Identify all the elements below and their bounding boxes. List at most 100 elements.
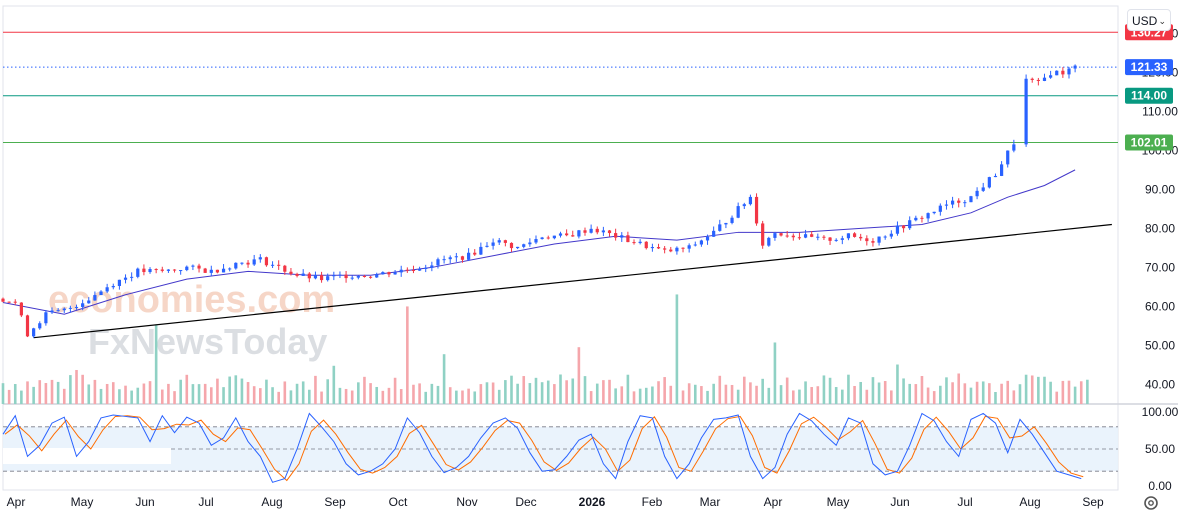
volume-bar xyxy=(693,384,697,404)
volume-bar xyxy=(252,386,256,404)
candle-body xyxy=(1024,78,1028,145)
x-tick-label: Sep xyxy=(324,495,346,509)
candle-body xyxy=(93,295,97,301)
volume-bar xyxy=(896,364,899,404)
volume-bar xyxy=(491,382,495,404)
candle-body xyxy=(319,275,324,281)
volume-bar xyxy=(191,384,195,404)
volume-bar xyxy=(767,387,771,404)
volume-bar xyxy=(988,383,991,404)
volume-bar xyxy=(32,386,35,404)
candle-body xyxy=(356,275,360,278)
y-tick-label: 110.00 xyxy=(1142,104,1178,118)
candle-body xyxy=(681,247,685,249)
candle-body xyxy=(601,230,605,233)
volume-bar xyxy=(1049,381,1052,404)
candle-body xyxy=(479,246,483,255)
volume-bar xyxy=(148,381,152,404)
oscillator-d-line xyxy=(4,415,1084,482)
currency-selector[interactable]: USD ⌄ xyxy=(1127,9,1171,31)
candle-body xyxy=(326,276,330,281)
volume-bar xyxy=(1073,386,1077,404)
volume-bar xyxy=(406,306,409,404)
volume-bar xyxy=(828,377,832,404)
y-tick-label: 70.00 xyxy=(1145,260,1175,274)
x-tick-label: May xyxy=(71,495,94,509)
candle-body xyxy=(467,252,471,260)
candle-body xyxy=(1067,68,1071,75)
volume-bar xyxy=(301,381,305,404)
candle-body xyxy=(963,202,967,204)
candle-body xyxy=(859,236,863,239)
volume-bar xyxy=(344,388,348,404)
candle-body xyxy=(197,265,201,269)
volume-bar xyxy=(209,387,213,404)
candle-body xyxy=(375,274,379,278)
candle-body xyxy=(975,190,979,197)
candle-body xyxy=(215,269,220,273)
volume-bar xyxy=(546,380,550,404)
volume-bar xyxy=(773,342,777,404)
candle-body xyxy=(503,240,507,243)
volume-bar xyxy=(497,389,501,404)
candle-body xyxy=(307,273,311,279)
volume-bar xyxy=(822,375,826,404)
candle-body xyxy=(938,205,942,212)
candle-body xyxy=(736,206,740,218)
volume-bar xyxy=(583,376,587,404)
candle-body xyxy=(779,233,783,236)
candle-body xyxy=(571,235,575,237)
candle-body xyxy=(540,237,544,240)
candle-body xyxy=(803,234,808,238)
candle-body xyxy=(209,269,213,273)
candle-body xyxy=(436,259,440,266)
watermark-economies: economies.com xyxy=(48,279,335,321)
candle-body xyxy=(987,177,991,188)
candle-body xyxy=(699,240,704,245)
candle-body xyxy=(344,274,348,279)
candle-body xyxy=(834,239,838,241)
volume-bar xyxy=(553,384,556,404)
candle-body xyxy=(558,233,563,236)
candle-body xyxy=(411,269,416,271)
volume-bar xyxy=(865,389,869,404)
volume-bar xyxy=(130,390,133,404)
volume-bar xyxy=(1024,374,1028,404)
volume-bar xyxy=(914,384,918,404)
volume-bar xyxy=(124,385,127,404)
x-tick-label: Jun xyxy=(890,495,909,509)
candle-body xyxy=(160,269,164,271)
candle-body xyxy=(491,242,495,246)
volume-bar xyxy=(467,388,470,404)
candle-body xyxy=(56,310,60,312)
moving-average-line xyxy=(2,169,1076,315)
candle-body xyxy=(865,238,869,242)
candle-body xyxy=(914,217,918,221)
x-tick-label: Nov xyxy=(456,495,477,509)
candle-body xyxy=(828,237,832,241)
volume-bar xyxy=(559,374,562,404)
candle-body xyxy=(270,264,275,266)
price-badge-label: 102.01 xyxy=(1131,136,1168,150)
candle-body xyxy=(313,275,318,279)
trend-line xyxy=(33,223,1112,339)
candle-body xyxy=(724,222,728,225)
candle-body xyxy=(595,228,599,233)
candle-body xyxy=(1,298,5,302)
candle-body xyxy=(1012,144,1016,151)
currency-label: USD xyxy=(1132,14,1158,28)
candle-body xyxy=(289,271,293,274)
x-tick-label: Jul xyxy=(957,495,972,509)
candle-body xyxy=(368,276,373,278)
volume-bar xyxy=(932,391,936,404)
candle-body xyxy=(68,307,72,309)
candle-body xyxy=(338,274,342,276)
settings-icon[interactable] xyxy=(1142,494,1160,512)
volume-bar xyxy=(749,382,752,404)
candle-body xyxy=(246,262,250,265)
volume-bar xyxy=(20,390,23,404)
x-tick-label: Jul xyxy=(198,495,213,509)
volume-bar xyxy=(50,379,54,404)
candle-body xyxy=(1006,150,1010,165)
